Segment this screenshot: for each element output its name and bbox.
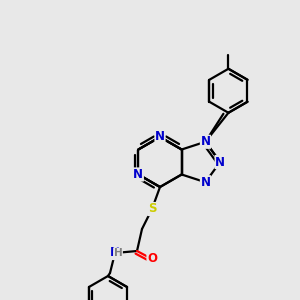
Text: H: H (114, 248, 122, 258)
Text: N: N (133, 168, 143, 181)
Text: N: N (110, 247, 120, 260)
Text: S: S (148, 202, 156, 215)
Text: N: N (155, 130, 165, 143)
Text: N: N (200, 176, 210, 189)
Text: O: O (147, 253, 157, 266)
Text: N: N (215, 155, 225, 169)
Text: N: N (200, 135, 210, 148)
